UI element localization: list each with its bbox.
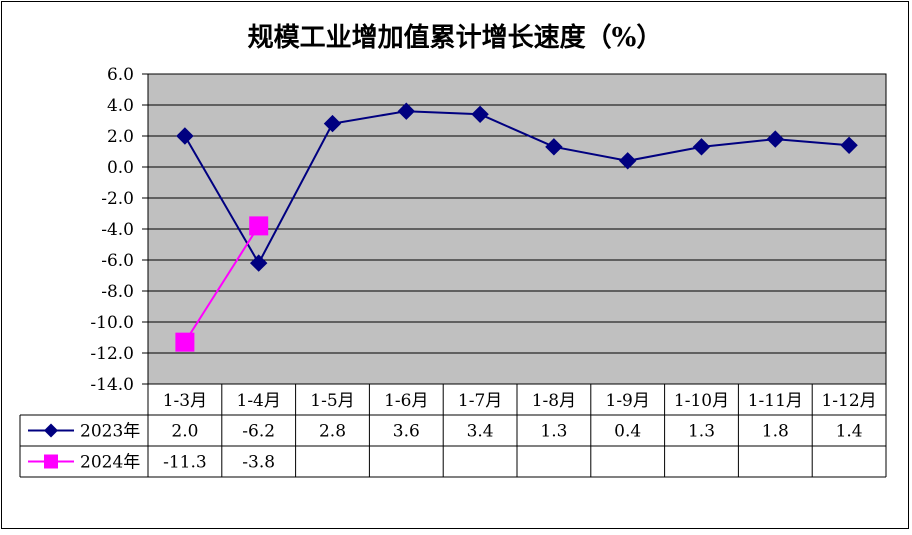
series-line-1	[184, 110, 850, 266]
category-label: 1-7月	[458, 391, 502, 411]
category-label: 1-9月	[606, 391, 650, 411]
data-point-square	[175, 332, 195, 352]
data-point-diamond	[471, 105, 489, 124]
category-label: 1-3月	[163, 391, 207, 411]
category-label: 1-6月	[384, 391, 428, 411]
data-label: 1.3	[540, 422, 567, 442]
data-label: 2.8	[319, 422, 346, 442]
data-point-diamond	[397, 102, 416, 120]
y-tick-label: -4.0	[101, 220, 134, 240]
category-label: 1-5月	[310, 391, 354, 411]
data-point-diamond	[249, 254, 268, 272]
data-point-diamond	[176, 127, 194, 145]
series-group	[175, 102, 858, 352]
y-tick-label: -12.0	[90, 344, 134, 364]
y-tick-label: -10.0	[90, 313, 134, 333]
data-point-diamond	[840, 136, 858, 155]
data-point-diamond	[692, 138, 711, 156]
category-label: 1-8月	[532, 391, 576, 411]
data-point-diamond	[323, 114, 342, 133]
legend-label-2: 2024年	[80, 453, 140, 473]
data-label: 3.6	[393, 422, 420, 442]
category-label: 1-12月	[821, 391, 876, 411]
data-label: -11.3	[163, 453, 207, 473]
data-table: 1-3月 1-4月 1-5月 1-6月 1-7月 1-8月 1-9月 1-10月 1-11月 1-…	[19, 383, 887, 478]
series-line-2	[184, 225, 260, 343]
y-axis: 6.0 4.0 2.0 0.0 -2.0 -4.0 -6.0 -8.0 -10.0 -12.0 -1…	[90, 65, 149, 395]
data-label: 2.0	[171, 422, 198, 442]
data-label: 3.4	[467, 422, 494, 442]
category-label: 1-10月	[674, 391, 729, 411]
y-tick-label: -2.0	[101, 189, 134, 209]
data-label: 1.8	[762, 422, 789, 442]
legend-marker-diamond	[44, 423, 58, 438]
gridlines	[148, 73, 886, 385]
y-tick-label: 0.0	[107, 158, 134, 178]
y-tick-label: -14.0	[90, 375, 134, 395]
data-label: 0.4	[614, 422, 641, 442]
y-tick-label: -6.0	[101, 251, 134, 271]
legend-label-1: 2023年	[80, 422, 140, 442]
data-label: -3.8	[242, 453, 275, 473]
y-tick-label: -8.0	[101, 282, 134, 302]
data-label: 1.4	[836, 422, 863, 442]
y-tick-label: 2.0	[107, 127, 134, 147]
data-label: -6.2	[242, 422, 275, 442]
chart-title: 规模工业增加值累计增长速度（%）	[248, 22, 663, 53]
data-point-diamond	[545, 138, 563, 156]
category-label: 1-11月	[748, 391, 803, 411]
y-tick-label: 4.0	[107, 96, 134, 116]
legend-marker-square	[44, 454, 58, 469]
data-point-diamond	[618, 152, 637, 170]
data-point-diamond	[766, 130, 785, 148]
category-label: 1-4月	[237, 391, 281, 411]
data-point-square	[249, 216, 269, 236]
y-tick-label: 6.0	[107, 65, 134, 85]
data-label: 1.3	[688, 422, 715, 442]
